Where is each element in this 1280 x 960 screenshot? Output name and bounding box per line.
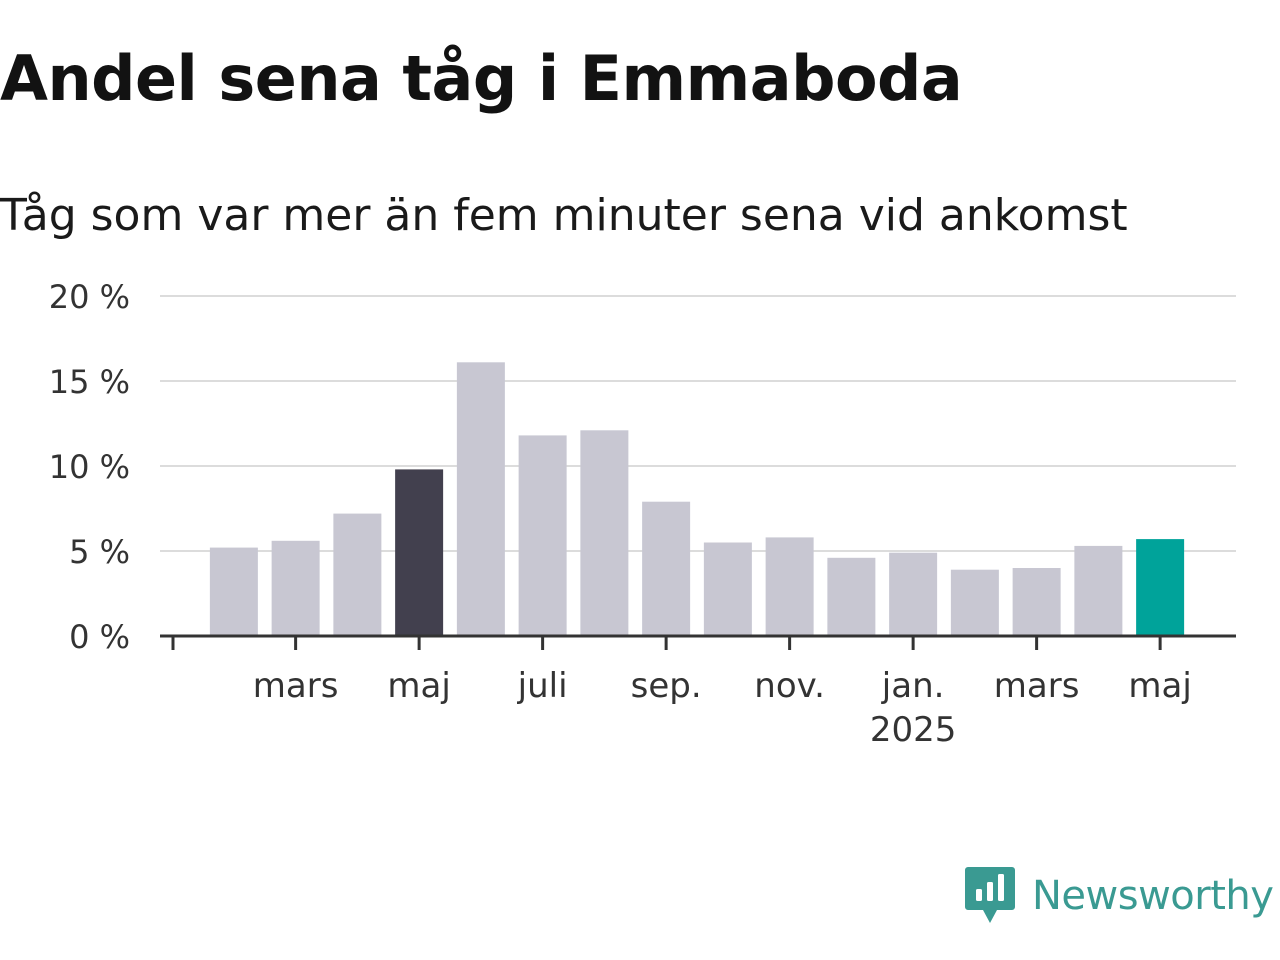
x-axis-labels: mars maj juli sep. nov. jan.2025 mars maj [253,666,1192,750]
bar-chart-speech-bubble-icon [965,867,1015,923]
brand-name: Newsworthy [1032,873,1274,919]
x-tick-label: sep. [631,666,702,706]
bar-2025-02 [950,569,999,636]
bar-2024-11 [765,537,814,636]
y-tick-label: 5 % [69,533,130,571]
bar-2024-09 [642,501,691,636]
x-axis [160,634,1236,650]
grid-lines [160,295,1236,552]
y-tick-label: 10 % [49,448,130,486]
x-tick-label: nov. [754,666,825,706]
bar-2025-04 [1074,545,1123,636]
bar-2024-02 [209,547,258,636]
bars [209,362,1185,636]
bar-2024-12 [827,557,876,636]
x-tick-label: juli [517,666,568,706]
bar-2024-06 [456,362,505,636]
bar-2025-03 [1012,568,1061,636]
x-tick-label: mars [253,666,339,706]
y-tick-label: 20 % [49,278,130,316]
chart-title: Andel sena tåg i Emmaboda [0,42,963,115]
bar-2025-05 [1136,539,1185,636]
bar-2024-07 [518,435,567,636]
x-tick-label: maj [387,666,450,706]
bar-2024-08 [580,430,629,636]
bar-2025-01 [889,552,938,636]
bar-2024-04 [333,513,382,636]
brand-logo: Newsworthy [964,864,1274,928]
x-tick-label: maj [1128,666,1191,706]
y-axis-labels: 0 % 5 % 10 % 15 % 20 % [49,278,130,656]
bar-2024-05 [395,469,444,636]
x-tick-label: mars [994,666,1080,706]
y-tick-label: 0 % [69,618,130,656]
x-tick-label: jan. [881,666,945,706]
chart-subtitle: Tåg som var mer än fem minuter sena vid … [0,190,1128,241]
bar-2024-03 [271,540,320,636]
x-tick-sublabel: 2025 [870,710,957,750]
bar-2024-10 [703,542,752,636]
y-tick-label: 15 % [49,363,130,401]
